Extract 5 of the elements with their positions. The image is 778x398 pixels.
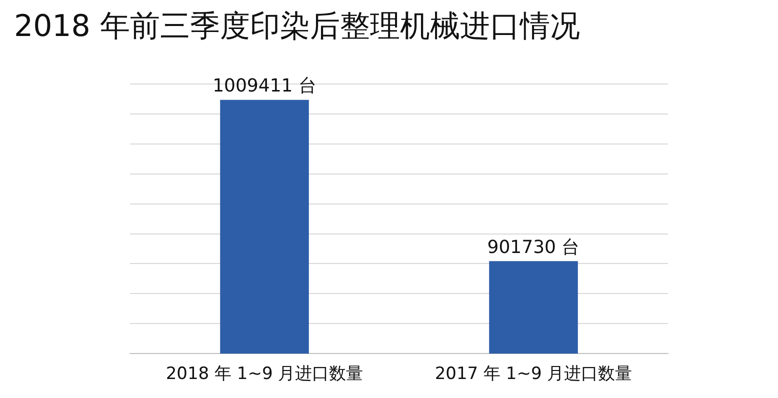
data-label: 1009411 台: [212, 76, 316, 97]
x-tick-label: 2017 年 1~9 月进口数量: [434, 364, 632, 384]
chart-title: 2018 年前三季度印染后整理机械进口情况: [14, 8, 580, 46]
x-tick-label: 2018 年 1~9 月进口数量: [166, 364, 364, 384]
data-label: 901730 台: [487, 236, 580, 258]
